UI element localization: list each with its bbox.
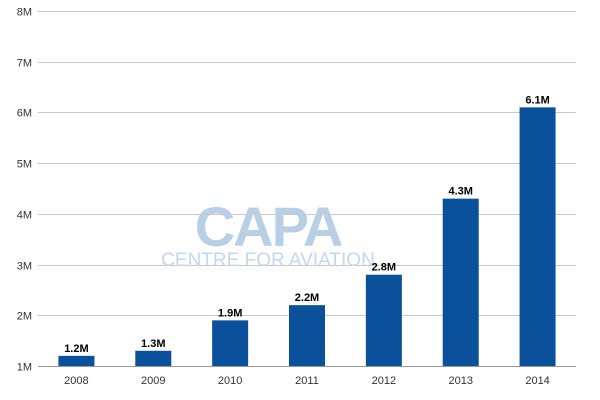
gridlines: [38, 11, 576, 316]
bar-2009: [135, 350, 172, 366]
data-label: 1.2M: [64, 343, 88, 355]
data-label: 4.3M: [448, 186, 472, 198]
y-tick-label: 7M: [17, 58, 32, 70]
x-tick-label: 2009: [141, 375, 165, 387]
data-label: 1.9M: [218, 307, 242, 319]
data-label: 6.1M: [525, 94, 549, 106]
data-label: 2.2M: [295, 292, 319, 304]
bar-2011: [289, 305, 325, 366]
data-label: 2.8M: [372, 262, 396, 274]
x-tick-label: 2010: [218, 375, 242, 387]
data-label: 1.3M: [141, 338, 165, 350]
y-tick-label: 6M: [17, 108, 32, 120]
y-tick-label: 3M: [17, 261, 32, 273]
y-tick-label: 1M: [17, 362, 32, 374]
data-labels: 1.2M 1.3M 1.9M 2.2M 2.8M 4.3M 6.1M: [64, 94, 550, 355]
watermark-tagline: CENTRE FOR AVIATION: [161, 250, 375, 271]
y-tick-label: 2M: [17, 311, 32, 323]
bars: [58, 107, 556, 366]
bar-2012: [365, 274, 402, 366]
x-tick-label: 2012: [372, 375, 396, 387]
x-tick-label: 2011: [295, 375, 319, 387]
axes: 1M 2M 3M 4M 5M 6M 7M 8M 2008 2009 2010 2011 2012 2013…: [17, 7, 576, 387]
x-tick-label: 2014: [525, 375, 549, 387]
x-tick-label: 2013: [448, 375, 472, 387]
x-tick-label: 2008: [64, 375, 88, 387]
bar-2014: [519, 107, 556, 366]
y-tick-label: 5M: [17, 159, 32, 171]
bar-2013: [442, 198, 479, 366]
capa-watermark-logo: CAPA CENTRE FOR AVIATION: [161, 195, 375, 271]
y-tick-label: 4M: [17, 210, 32, 222]
y-tick-label: 8M: [17, 7, 32, 19]
bar-2010: [212, 320, 249, 366]
bar-2008: [58, 355, 95, 366]
watermark-brand: CAPA: [195, 195, 342, 258]
